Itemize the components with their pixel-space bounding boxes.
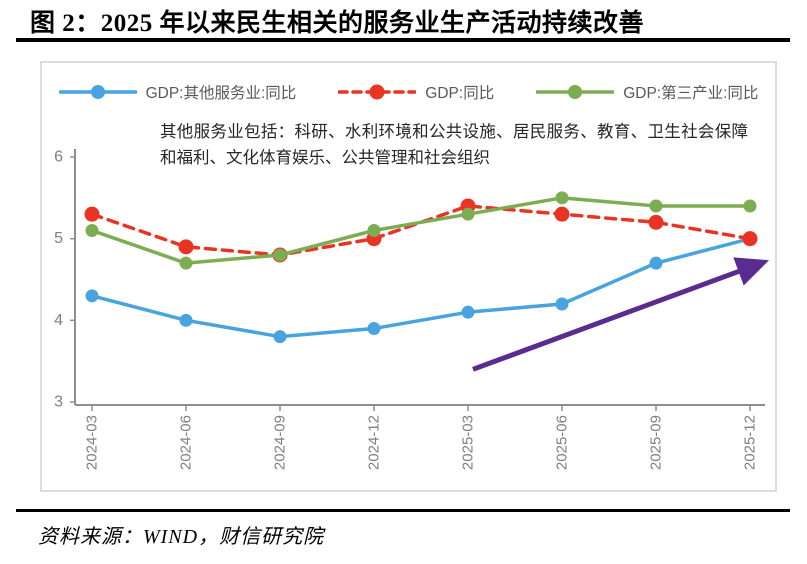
x-axis-tick-label: 2024-12 [366, 415, 383, 470]
y-axis-tick-label: 3 [54, 394, 63, 411]
data-point [85, 289, 99, 303]
data-point [742, 231, 758, 247]
data-point [367, 321, 381, 335]
data-point [649, 256, 663, 270]
y-axis-tick-label: 6 [54, 148, 63, 165]
x-axis-tick-label: 2025-09 [648, 415, 665, 470]
source-divider [16, 509, 790, 512]
legend-label-gdp: GDP:同比 [425, 85, 495, 102]
x-axis-tick-label: 2024-03 [84, 415, 101, 470]
x-axis-tick-label: 2025-06 [554, 415, 571, 470]
x-axis-tick-label: 2024-06 [178, 415, 195, 470]
legend-item-other-services: GDP:其他服务业:同比 [58, 81, 297, 103]
chart-panel: GDP:其他服务业:同比 GDP:同比 GDP:第三产业:同比 其他服务业包括：… [40, 61, 777, 492]
trend-arrow [472, 257, 769, 372]
data-point [649, 199, 663, 213]
legend-swatch-other-services [58, 85, 137, 99]
legend-swatch-tertiary [536, 85, 615, 99]
chart-legend: GDP:其他服务业:同比 GDP:同比 GDP:第三产业:同比 [42, 81, 775, 103]
series-line-0 [90, 236, 752, 339]
x-axis-tick-label: 2025-12 [742, 415, 759, 470]
figure-title: 图 2：2025 年以来民生相关的服务业生产活动持续改善 [30, 10, 645, 37]
legend-item-tertiary: GDP:第三产业:同比 [536, 81, 758, 103]
legend-swatch-gdp [338, 84, 417, 100]
y-axis-tick-label: 4 [54, 312, 63, 329]
data-point [178, 239, 194, 255]
source-line: 资料来源：WIND，财信研究院 [38, 526, 325, 548]
data-point [273, 330, 287, 344]
data-point [554, 206, 570, 222]
x-axis-tick-label: 2025-03 [460, 415, 477, 470]
data-point [179, 313, 193, 327]
chart-note: 其他服务业包括：科研、水利环境和公共设施、居民服务、教育、卫生社会保障和福利、文… [160, 122, 748, 167]
series-line-2 [90, 196, 752, 265]
data-point [743, 199, 757, 213]
legend-label-other-services: GDP:其他服务业:同比 [145, 85, 297, 102]
legend-item-gdp: GDP:同比 [338, 81, 494, 103]
y-axis-tick-label: 5 [54, 230, 63, 247]
data-point [648, 214, 664, 230]
x-axis-tick-label: 2024-09 [272, 415, 289, 470]
data-point [85, 223, 99, 237]
title-divider [16, 38, 790, 42]
data-point [84, 206, 100, 222]
legend-label-tertiary: GDP:第三产业:同比 [623, 85, 759, 102]
data-point [273, 248, 287, 262]
data-point [367, 223, 381, 237]
data-point [461, 207, 475, 221]
data-point [555, 191, 569, 205]
plot-svg: 3 4 5 6 2024-03 2024-06 2024-09 2024-12 2025-03 2… [54, 148, 769, 470]
data-point [555, 297, 569, 311]
data-point [461, 305, 475, 319]
data-point [179, 256, 193, 270]
